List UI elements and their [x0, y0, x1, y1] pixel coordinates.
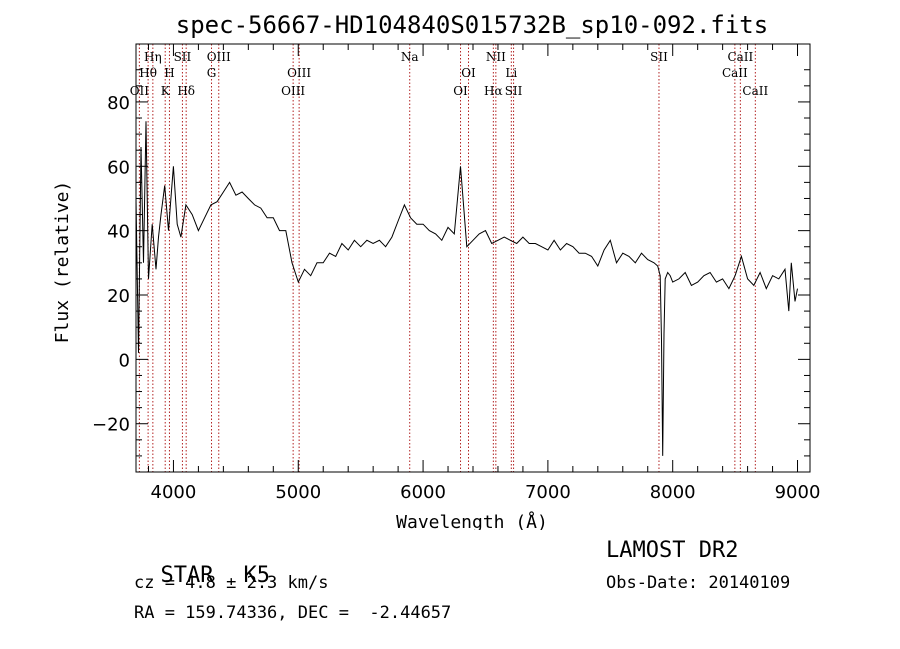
y-tick-label: 80: [107, 93, 130, 114]
spectral-line-label: SII: [650, 50, 668, 64]
spectral-line-label: NII: [486, 50, 506, 64]
spectral-line-label: H: [164, 66, 174, 80]
spectral-line-label: OI: [461, 66, 476, 80]
coordinates-label: RA = 159.74336, DEC = -2.44657: [134, 603, 452, 623]
y-tick-label: 60: [107, 157, 130, 178]
emission-line-markers: Hη Hθ OII HK SII Hδ G OIII OIII OIII Na OI OI NII HαLi…: [130, 44, 768, 472]
spectral-line-label: SII: [505, 84, 523, 98]
spectral-line-label: CaII: [722, 66, 748, 80]
class-label: STAR: [160, 563, 214, 588]
spectral-line-label: CaII: [727, 50, 753, 64]
x-tick-label: 4000: [151, 482, 197, 503]
spectral-line-label: CaII: [742, 84, 768, 98]
spectral-line-label: Li: [505, 66, 517, 80]
spectral-line-label: OIII: [207, 50, 231, 64]
x-tick-label: 5000: [275, 482, 321, 503]
plot-frame: [135, 43, 811, 473]
x-tick-label: 7000: [525, 482, 571, 503]
spectral-line-label: OI: [453, 84, 468, 98]
redshift-label: cz = 4.8 ± 2.3 km/s: [134, 573, 329, 593]
chart-title: spec-56667-HD104840S015732B_sp10-092.fit…: [176, 11, 768, 39]
spectral-line-label: Hδ: [177, 84, 195, 98]
y-tick-label: 20: [107, 286, 130, 307]
y-axis-label: Flux (relative): [52, 181, 73, 344]
spectral-line-label: Hα: [484, 84, 503, 98]
x-tick-label: 9000: [775, 482, 821, 503]
spectral-line-label: SII: [174, 50, 192, 64]
spectral-line-label: G: [207, 66, 217, 80]
obs-date-label: Obs-Date: 20140109: [606, 573, 791, 593]
subclass-label: K5: [243, 563, 270, 588]
spectrum-line: [135, 121, 798, 456]
spectral-line-label: OIII: [287, 66, 311, 80]
y-tick-label: 40: [107, 222, 130, 243]
y-tick-label: −20: [92, 415, 130, 436]
survey-label: LAMOST DR2: [606, 538, 739, 563]
y-tick-label: 0: [119, 350, 130, 371]
object-class: STAR K5: [134, 538, 270, 588]
spectral-line-label: OIII: [281, 84, 305, 98]
x-tick-label: 8000: [650, 482, 696, 503]
spectral-line-label: Na: [401, 50, 419, 64]
x-axis-label: Wavelength (Å): [396, 511, 548, 530]
spectral-line-label: OII: [130, 84, 150, 98]
spectrum-chart: spec-56667-HD104840S015732B_sp10-092.fit…: [52, 11, 820, 530]
axis-ticks: 4000 5000 6000 7000 8000 9000 −20 0 20 40 60 80: [92, 44, 820, 503]
spectral-line-label: K: [161, 84, 171, 98]
x-tick-label: 6000: [400, 482, 446, 503]
spectral-line-label: Hθ: [139, 66, 157, 80]
spectral-line-label: Hη: [144, 50, 162, 64]
